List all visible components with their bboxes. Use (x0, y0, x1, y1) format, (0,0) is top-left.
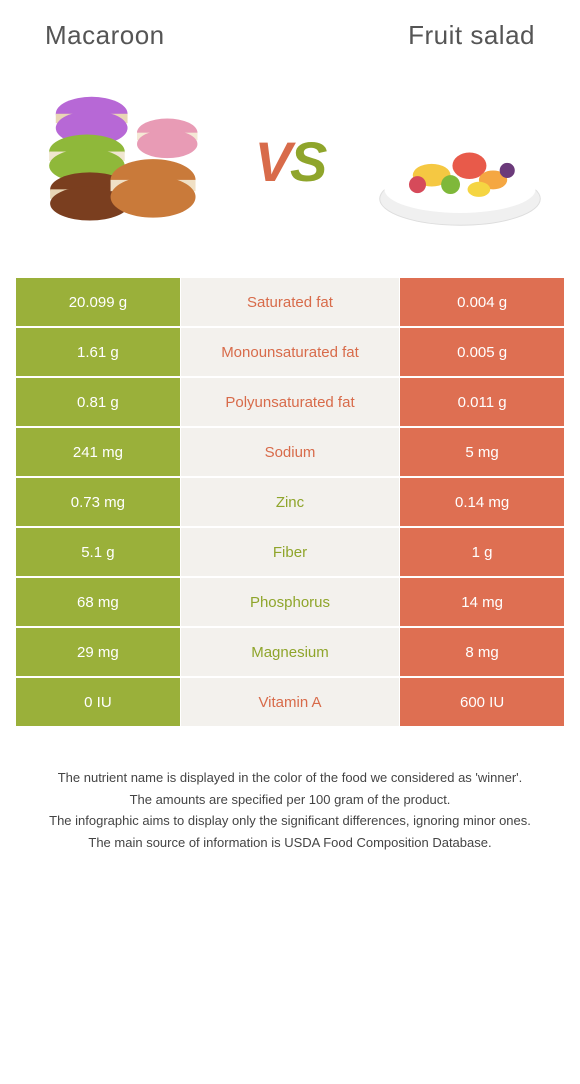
right-value-cell: 0.005 g (400, 328, 564, 376)
nutrient-label-cell: Saturated fat (181, 278, 399, 326)
nutrient-row: 0.73 mgZinc0.14 mg (16, 478, 564, 526)
right-value-cell: 0.011 g (400, 378, 564, 426)
fruit-salad-icon (365, 76, 555, 246)
nutrient-row: 20.099 gSaturated fat0.004 g (16, 278, 564, 326)
nutrient-label-cell: Magnesium (181, 628, 399, 676)
nutrient-row: 1.61 gMonounsaturated fat0.005 g (16, 328, 564, 376)
left-value-cell: 29 mg (16, 628, 180, 676)
footer-line-1: The nutrient name is displayed in the co… (20, 768, 560, 788)
right-food-title: Fruit salad (408, 20, 535, 51)
left-value-cell: 0.81 g (16, 378, 180, 426)
left-value-cell: 0 IU (16, 678, 180, 726)
footer-notes: The nutrient name is displayed in the co… (15, 768, 565, 852)
right-value-cell: 0.004 g (400, 278, 564, 326)
images-row: VS (15, 61, 565, 276)
macaroon-icon (25, 76, 215, 246)
right-value-cell: 8 mg (400, 628, 564, 676)
vs-label: VS (255, 129, 326, 194)
left-value-cell: 20.099 g (16, 278, 180, 326)
nutrient-row: 68 mgPhosphorus14 mg (16, 578, 564, 626)
nutrient-row: 5.1 gFiber1 g (16, 528, 564, 576)
footer-line-4: The main source of information is USDA F… (20, 833, 560, 853)
left-value-cell: 0.73 mg (16, 478, 180, 526)
right-value-cell: 5 mg (400, 428, 564, 476)
nutrient-label-cell: Zinc (181, 478, 399, 526)
vs-s: S (290, 130, 325, 193)
nutrient-row: 29 mgMagnesium8 mg (16, 628, 564, 676)
nutrient-tbody: 20.099 gSaturated fat0.004 g1.61 gMonoun… (16, 278, 564, 726)
nutrient-row: 0 IUVitamin A600 IU (16, 678, 564, 726)
macaroon-image (25, 76, 215, 246)
left-value-cell: 68 mg (16, 578, 180, 626)
nutrient-row: 0.81 gPolyunsaturated fat0.011 g (16, 378, 564, 426)
footer-line-3: The infographic aims to display only the… (20, 811, 560, 831)
nutrient-label-cell: Vitamin A (181, 678, 399, 726)
left-value-cell: 5.1 g (16, 528, 180, 576)
nutrient-label-cell: Sodium (181, 428, 399, 476)
left-food-title: Macaroon (45, 20, 165, 51)
right-value-cell: 14 mg (400, 578, 564, 626)
right-value-cell: 0.14 mg (400, 478, 564, 526)
vs-v: V (255, 130, 290, 193)
right-value-cell: 600 IU (400, 678, 564, 726)
left-value-cell: 241 mg (16, 428, 180, 476)
nutrient-table: 20.099 gSaturated fat0.004 g1.61 gMonoun… (15, 276, 565, 728)
nutrient-label-cell: Monounsaturated fat (181, 328, 399, 376)
fruit-salad-image (365, 76, 555, 246)
infographic-container: Macaroon Fruit salad (0, 0, 580, 874)
right-value-cell: 1 g (400, 528, 564, 576)
nutrient-row: 241 mgSodium5 mg (16, 428, 564, 476)
header-row: Macaroon Fruit salad (15, 20, 565, 61)
nutrient-label-cell: Phosphorus (181, 578, 399, 626)
nutrient-label-cell: Polyunsaturated fat (181, 378, 399, 426)
nutrient-label-cell: Fiber (181, 528, 399, 576)
left-value-cell: 1.61 g (16, 328, 180, 376)
footer-line-2: The amounts are specified per 100 gram o… (20, 790, 560, 810)
